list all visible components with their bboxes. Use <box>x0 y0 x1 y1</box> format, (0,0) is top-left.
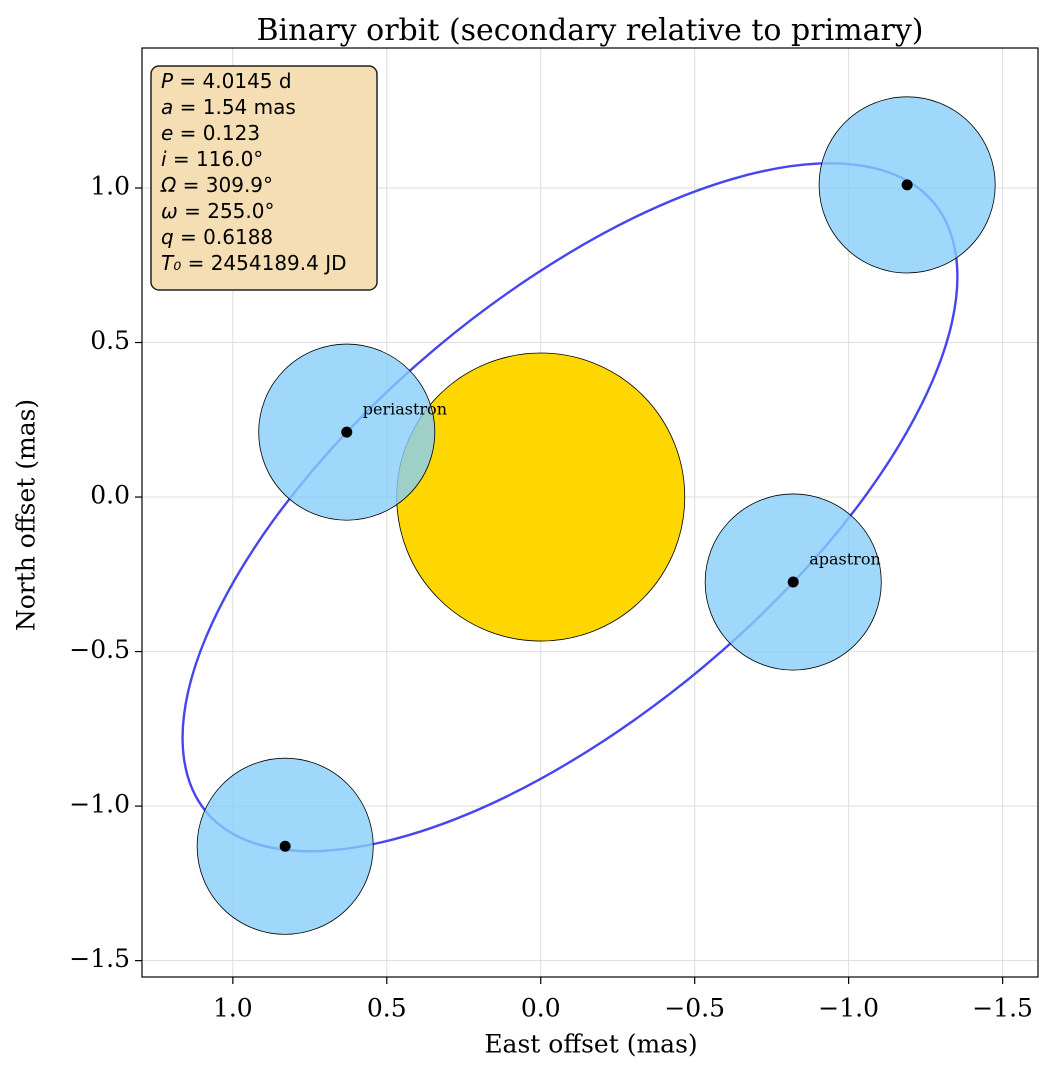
position-annotation: periastron <box>363 400 447 419</box>
secondary-position <box>901 179 913 191</box>
chart-title: Binary orbit (secondary relative to prim… <box>256 13 923 48</box>
parameter-line: Ω = 309.9° <box>160 173 273 197</box>
x-tick-label: −1.0 <box>818 994 879 1023</box>
marks: periastron apastron <box>181 96 996 935</box>
parameter-symbol: q <box>161 225 174 249</box>
parameter-line: T₀ = 2454189.4 JD <box>161 251 347 275</box>
x-tick-label: 0.5 <box>367 994 407 1023</box>
y-tick-label: 0.5 <box>90 326 130 355</box>
parameter-symbol: P <box>161 69 174 93</box>
position-annotation: apastron <box>809 550 881 569</box>
parameter-line: i = 116.0° <box>161 147 263 171</box>
axes: 1.0 0.5 0.0 −0.5 −1.0 −1.5 1.0 0.5 0.0 −0.5 −1.0 −1… <box>69 171 1033 1022</box>
parameter-value: = 255.0° <box>178 199 275 223</box>
y-tick-label: −1.5 <box>69 944 130 973</box>
x-tick-label: −1.5 <box>972 994 1033 1023</box>
x-tick-label: −0.5 <box>664 994 725 1023</box>
parameter-line: q = 0.6188 <box>161 225 273 249</box>
parameter-value: = 309.9° <box>176 173 273 197</box>
parameter-symbol: e <box>161 121 173 145</box>
parameter-value: = 4.0145 d <box>173 69 292 93</box>
parameter-symbol: i <box>161 147 167 171</box>
x-tick-label: 0.0 <box>521 994 561 1023</box>
y-tick-label: 1.0 <box>90 171 130 200</box>
y-tick-label: 0.0 <box>90 481 130 510</box>
secondary-position <box>787 576 799 588</box>
parameter-value: = 116.0° <box>167 147 264 171</box>
parameter-box <box>150 65 378 291</box>
secondary-position <box>279 840 291 852</box>
x-axis-label: East offset (mas) <box>484 1030 697 1059</box>
parameter-symbol: ω <box>161 199 178 223</box>
y-axis-label: North offset (mas) <box>12 399 41 631</box>
parameter-value: = 0.6188 <box>174 225 273 249</box>
parameter-value: = 0.123 <box>173 121 260 145</box>
parameter-value: = 2454189.4 JD <box>181 251 346 275</box>
parameter-value: = 1.54 mas <box>173 95 296 119</box>
y-tick-label: −1.0 <box>69 790 130 819</box>
x-tick-label: 1.0 <box>213 994 253 1023</box>
parameter-line: e = 0.123 <box>161 121 260 145</box>
primary-star <box>396 352 686 642</box>
parameter-line: P = 4.0145 d <box>161 69 292 93</box>
plot-frame <box>141 47 1039 978</box>
parameter-line: ω = 255.0° <box>161 199 274 223</box>
parameter-symbol: Ω <box>160 173 177 197</box>
y-tick-label: −0.5 <box>69 635 130 664</box>
parameter-symbol: a <box>161 95 173 119</box>
parameter-symbol: T₀ <box>161 251 181 275</box>
parameter-line: a = 1.54 mas <box>161 95 296 119</box>
secondary-position <box>341 426 353 438</box>
